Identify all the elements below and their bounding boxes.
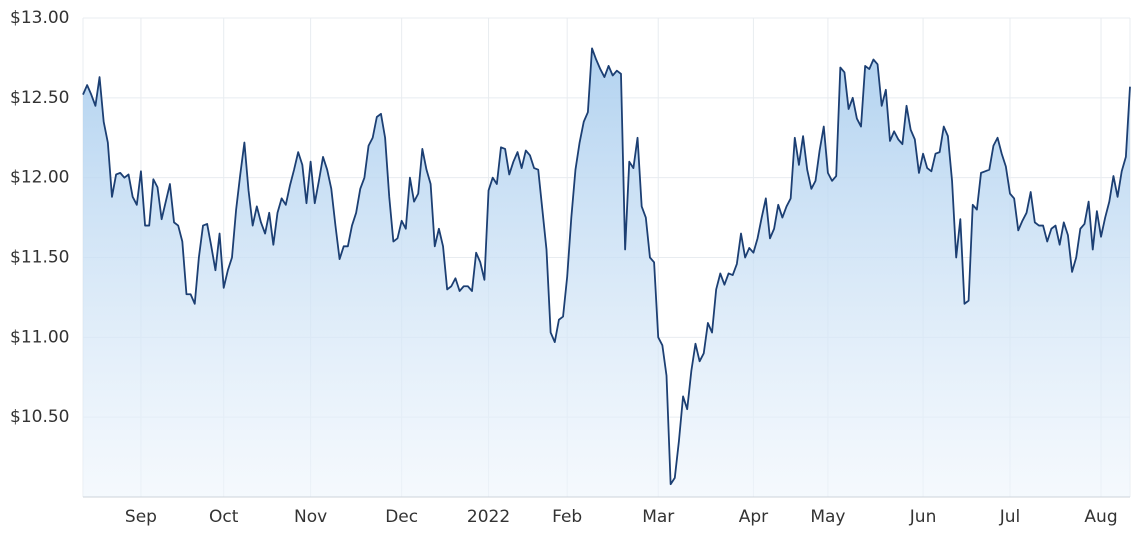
x-tick-label: Jul	[999, 507, 1021, 527]
x-tick-label: Apr	[739, 507, 768, 527]
x-tick-label: Oct	[209, 507, 239, 527]
y-tick-label: $12.00	[10, 168, 69, 188]
x-tick-label: Nov	[294, 507, 327, 527]
price-line	[82, 47, 1131, 486]
y-tick-label: $13.00	[10, 8, 69, 28]
x-tick-label: Mar	[642, 507, 674, 527]
y-tick-label: $10.50	[10, 407, 69, 427]
area-fill	[83, 48, 1130, 498]
x-tick-label: Jun	[909, 507, 937, 527]
x-tick-label: 2022	[467, 507, 510, 527]
x-tick-label: Feb	[552, 507, 582, 527]
y-tick-label: $12.50	[10, 88, 69, 108]
x-tick-label: Sep	[125, 507, 157, 527]
x-tick-label: May	[810, 507, 845, 527]
y-tick-label: $11.50	[10, 248, 69, 268]
x-tick-label: Aug	[1084, 507, 1117, 527]
x-tick-label: Dec	[385, 507, 418, 527]
y-tick-label: $11.00	[10, 327, 69, 347]
